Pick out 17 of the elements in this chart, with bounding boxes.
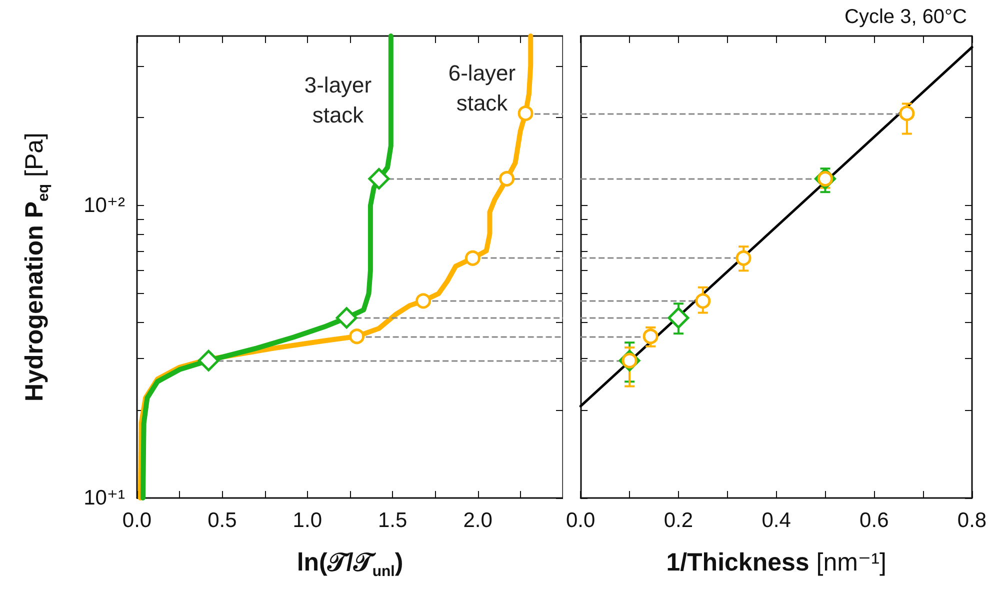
- x-tick-label: 0.2: [664, 509, 694, 532]
- y-tick-label: 10⁺²: [84, 194, 126, 218]
- x-tick-label: 1.0: [292, 509, 322, 532]
- x-axis-title: 1/Thickness [nm⁻¹]: [666, 548, 886, 576]
- y-tick-label: 10⁺¹: [84, 486, 126, 510]
- x-tick-label: 0.8: [957, 509, 987, 532]
- x-tick-label: 0.5: [208, 509, 237, 532]
- annotation: 6-layer stack: [448, 60, 516, 116]
- x-tick-label: 0.0: [566, 509, 596, 532]
- x-tick-label: 0.0: [122, 509, 152, 532]
- chart-title: Cycle 3, 60°C: [844, 6, 968, 28]
- x-tick-label: 0.4: [762, 509, 792, 532]
- x-tick-label: 2.0: [463, 509, 492, 532]
- x-tick-label: 1.5: [378, 509, 408, 532]
- y-axis-title: Hydrogenation Peq [Pa]: [20, 132, 52, 402]
- annotation: 3-layer stack: [304, 72, 372, 128]
- x-tick-label: 0.6: [860, 509, 889, 532]
